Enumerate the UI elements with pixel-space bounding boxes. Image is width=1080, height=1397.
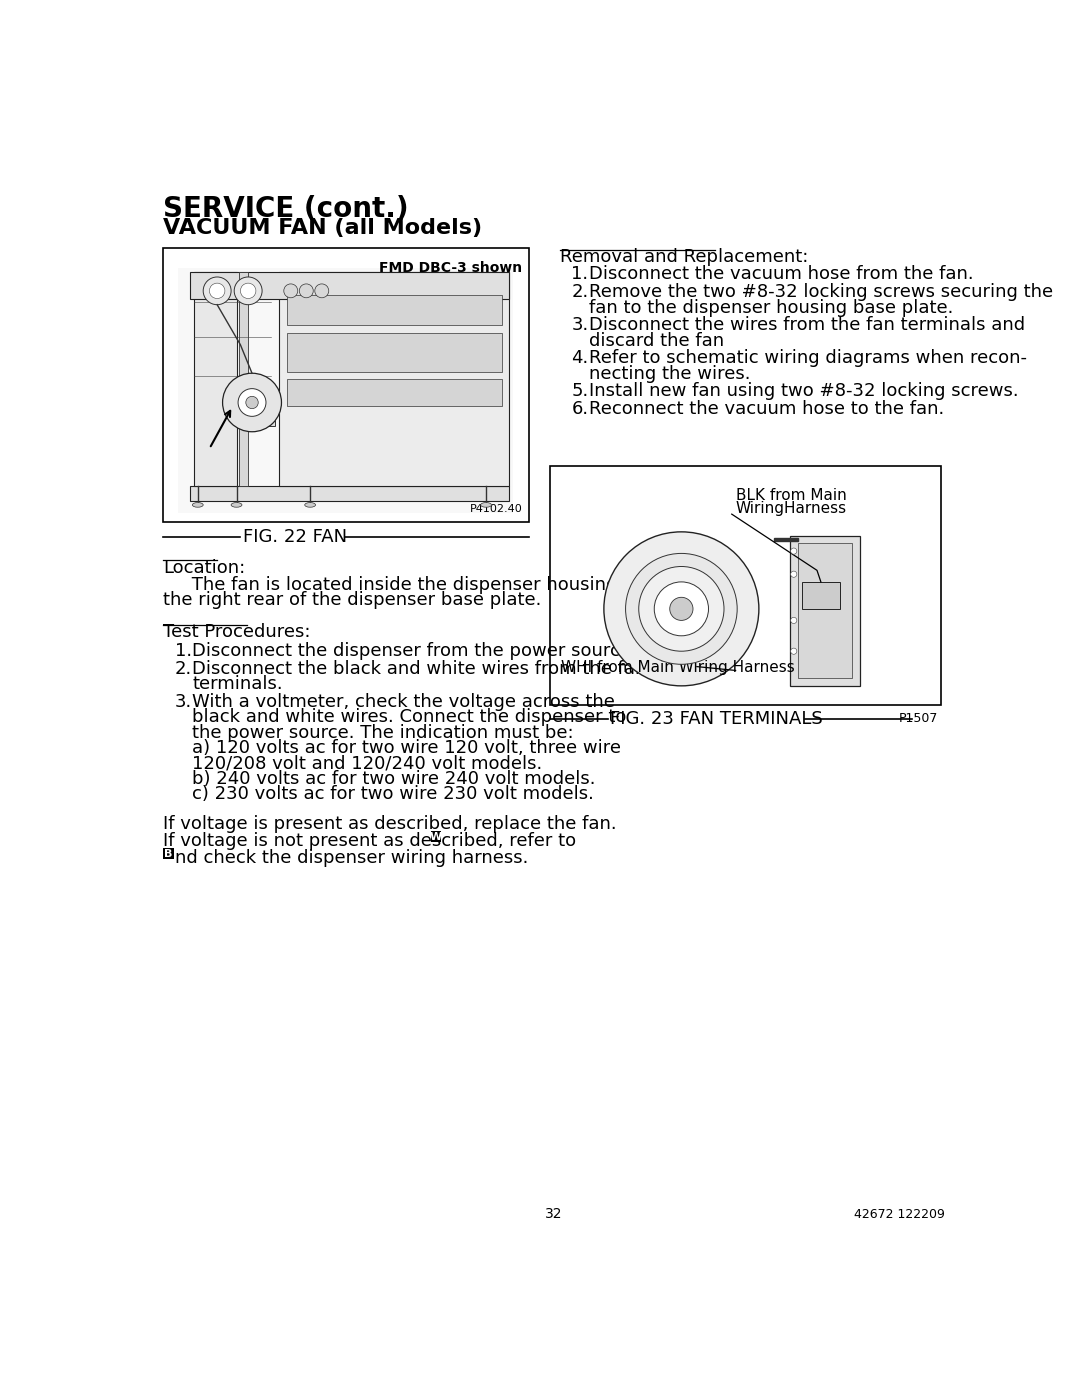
Text: FMD DBC-3 shown: FMD DBC-3 shown [379,261,523,275]
Text: 120/208 volt and 120/240 volt models.: 120/208 volt and 120/240 volt models. [192,754,542,773]
Text: necting the wires.: necting the wires. [590,365,751,383]
Text: discard the fan: discard the fan [590,331,725,349]
Circle shape [238,388,266,416]
Bar [190,271,510,299]
Bar [178,268,513,513]
Text: terminals.: terminals. [192,675,283,693]
Bar [789,535,860,686]
Circle shape [210,284,225,299]
Circle shape [234,277,262,305]
Circle shape [625,553,738,665]
Bar [801,583,840,609]
Text: WiringHarness: WiringHarness [735,502,847,515]
Text: fan to the dispenser housing base plate.: fan to the dispenser housing base plate. [590,299,954,317]
Text: 1.: 1. [571,265,589,284]
Text: Disconnect the black and white wires from the fan: Disconnect the black and white wires fro… [192,659,647,678]
Bar [190,486,510,502]
Text: the power source. The indication must be:: the power source. The indication must be… [192,724,573,742]
Bar [163,249,529,522]
Circle shape [284,284,298,298]
Text: FIG. 23 FAN TERMINALS: FIG. 23 FAN TERMINALS [610,710,823,728]
Text: Remove the two #8-32 locking screws securing the: Remove the two #8-32 locking screws secu… [590,284,1053,302]
Text: Install new fan using two #8-32 locking screws.: Install new fan using two #8-32 locking … [590,383,1018,401]
Circle shape [791,617,797,623]
Circle shape [604,532,759,686]
Circle shape [222,373,282,432]
Text: 32: 32 [544,1207,563,1221]
Bar [431,831,442,842]
Text: With a voltmeter, check the voltage across the: With a voltmeter, check the voltage acro… [192,693,616,711]
Text: 4.: 4. [571,349,589,367]
Circle shape [791,648,797,654]
Text: 3.: 3. [175,693,192,711]
Text: black and white wires. Connect the dispenser to: black and white wires. Connect the dispe… [192,708,626,726]
Circle shape [670,598,693,620]
Text: P4102.40: P4102.40 [470,504,523,514]
Text: 1.: 1. [175,643,191,659]
Bar [163,848,174,859]
Bar [239,271,248,486]
Text: P1507: P1507 [899,712,937,725]
Text: nd check the dispenser wiring harness.: nd check the dispenser wiring harness. [175,849,528,868]
Text: 2.: 2. [571,284,589,302]
Text: c) 230 volts ac for two wire 230 volt models.: c) 230 volts ac for two wire 230 volt mo… [192,785,594,803]
Text: Location:: Location: [163,559,245,577]
Text: Disconnect the wires from the fan terminals and: Disconnect the wires from the fan termin… [590,316,1025,334]
Bar [550,467,941,705]
Bar [287,334,501,372]
Text: If voltage is present as described, replace the fan.: If voltage is present as described, repl… [163,816,617,833]
Circle shape [314,284,328,298]
Text: Disconnect the dispenser from the power source.: Disconnect the dispenser from the power … [192,643,637,659]
Circle shape [299,284,313,298]
Text: SERVICE (cont.): SERVICE (cont.) [163,196,408,224]
Text: 42672 122209: 42672 122209 [854,1208,945,1221]
Text: 6.: 6. [571,400,589,418]
Circle shape [246,397,258,409]
Text: The fan is located inside the dispenser housing on: The fan is located inside the dispenser … [163,576,646,594]
Bar [194,271,237,486]
Circle shape [241,284,256,299]
Text: W: W [430,831,442,842]
Ellipse shape [481,503,491,507]
Bar [279,271,510,486]
Text: 2.: 2. [175,659,192,678]
Text: 3.: 3. [571,316,589,334]
Circle shape [638,567,724,651]
Text: BLK from Main: BLK from Main [735,488,847,503]
Circle shape [654,583,708,636]
Bar [241,398,275,426]
Bar [798,543,852,678]
Ellipse shape [305,503,315,507]
Text: FIG. 22 FAN: FIG. 22 FAN [243,528,347,546]
Text: b) 240 volts ac for two wire 240 volt models.: b) 240 volts ac for two wire 240 volt mo… [192,770,596,788]
Text: Refer to schematic wiring diagrams when recon-: Refer to schematic wiring diagrams when … [590,349,1027,367]
Text: Removal and Replacement:: Removal and Replacement: [559,249,808,267]
Text: 5.: 5. [571,383,589,401]
Bar [287,295,501,326]
Text: the right rear of the dispenser base plate.: the right rear of the dispenser base pla… [163,591,541,609]
Text: Test Procedures:: Test Procedures: [163,623,310,641]
Circle shape [791,548,797,555]
Circle shape [791,571,797,577]
Text: Disconnect the vacuum hose from the fan.: Disconnect the vacuum hose from the fan. [590,265,974,284]
Bar [287,380,501,407]
Text: Reconnect the vacuum hose to the fan.: Reconnect the vacuum hose to the fan. [590,400,944,418]
Ellipse shape [231,503,242,507]
Circle shape [203,277,231,305]
FancyArrow shape [774,538,798,541]
Text: B: B [164,849,173,859]
Text: a) 120 volts ac for two wire 120 volt, three wire: a) 120 volts ac for two wire 120 volt, t… [192,739,621,757]
Text: WHI from Main Wiring Harness: WHI from Main Wiring Harness [562,661,795,675]
Ellipse shape [192,503,203,507]
Text: VACUUM FAN (all Models): VACUUM FAN (all Models) [163,218,482,239]
Text: If voltage is not present as described, refer to: If voltage is not present as described, … [163,833,582,851]
